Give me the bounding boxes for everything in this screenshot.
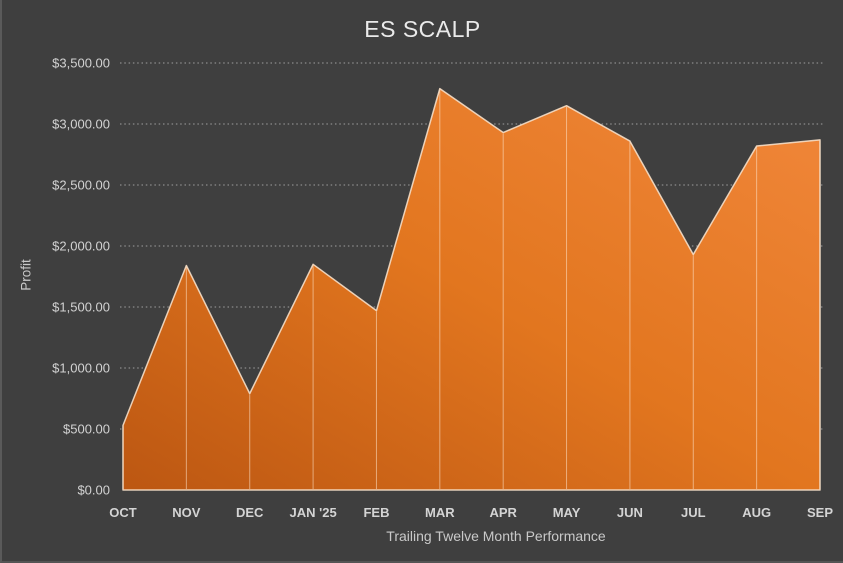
x-tick-label: OCT <box>109 505 137 520</box>
x-tick-label: JAN '25 <box>290 505 337 520</box>
chart-title: ES SCALP <box>364 16 481 42</box>
y-axis-tick-labels: $0.00 $500.00 $1,000.00 $1,500.00 $2,000.00 $… <box>52 56 110 498</box>
x-tick-label: MAR <box>425 505 455 520</box>
x-tick-label: NOV <box>172 505 201 520</box>
y-tick-label: $3,000.00 <box>52 117 110 132</box>
x-tick-label: MAY <box>553 505 581 520</box>
x-tick-label: SEP <box>807 505 833 520</box>
y-tick-label: $500.00 <box>63 422 110 437</box>
x-tick-label: FEB <box>363 505 389 520</box>
series-layer <box>122 87 821 491</box>
x-axis-tick-labels: OCT NOV DEC JAN '25 FEB MAR APR MAY JUN JUL AUG SEP <box>109 505 833 520</box>
y-tick-label: $2,500.00 <box>52 178 110 193</box>
y-tick-label: $1,000.00 <box>52 361 110 376</box>
x-tick-label: APR <box>489 505 517 520</box>
x-tick-label: JUL <box>681 505 706 520</box>
x-tick-label: AUG <box>742 505 771 520</box>
y-tick-label: $3,500.00 <box>52 56 110 71</box>
x-tick-label: JUN <box>617 505 643 520</box>
x-axis-title: Trailing Twelve Month Performance <box>386 528 606 544</box>
area-border <box>122 87 821 491</box>
y-tick-label: $1,500.00 <box>52 300 110 315</box>
y-tick-label: $0.00 <box>77 483 110 498</box>
x-tick-label: DEC <box>236 505 264 520</box>
y-tick-label: $2,000.00 <box>52 239 110 254</box>
area-fill <box>123 88 820 491</box>
